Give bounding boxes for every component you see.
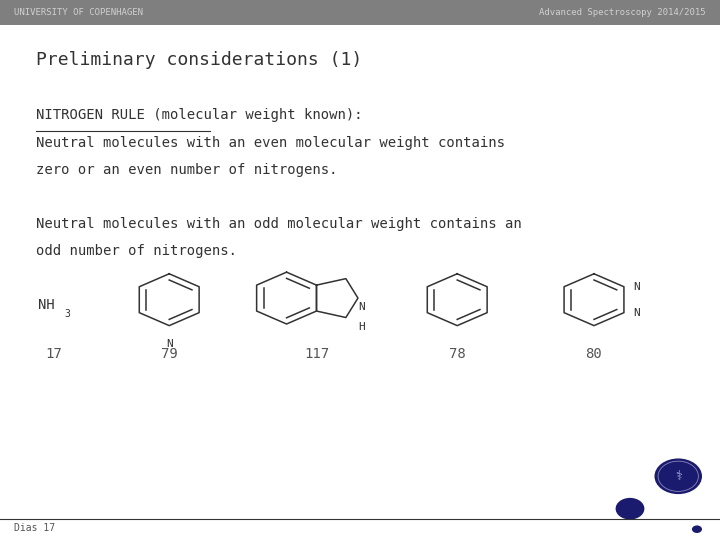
Text: N: N bbox=[634, 308, 640, 318]
Text: 117: 117 bbox=[305, 347, 329, 361]
Text: Neutral molecules with an odd molecular weight contains an: Neutral molecules with an odd molecular … bbox=[36, 217, 522, 231]
Text: Advanced Spectroscopy 2014/2015: Advanced Spectroscopy 2014/2015 bbox=[539, 8, 706, 17]
Text: ⚕: ⚕ bbox=[675, 470, 682, 483]
Text: NH: NH bbox=[38, 298, 55, 312]
Circle shape bbox=[692, 525, 702, 533]
Text: N: N bbox=[634, 282, 640, 292]
Text: 78: 78 bbox=[449, 347, 466, 361]
Text: NITROGEN RULE (molecular weight known):: NITROGEN RULE (molecular weight known): bbox=[36, 108, 363, 122]
Text: 80: 80 bbox=[585, 347, 603, 361]
Text: 3: 3 bbox=[64, 309, 70, 319]
Text: 17: 17 bbox=[45, 347, 63, 361]
Text: Dias 17: Dias 17 bbox=[14, 523, 55, 533]
Text: N: N bbox=[166, 339, 173, 349]
Text: Neutral molecules with an even molecular weight contains: Neutral molecules with an even molecular… bbox=[36, 136, 505, 150]
FancyBboxPatch shape bbox=[0, 0, 720, 25]
Text: UNIVERSITY OF COPENHAGEN: UNIVERSITY OF COPENHAGEN bbox=[14, 8, 143, 17]
Circle shape bbox=[616, 498, 644, 519]
Text: zero or an even number of nitrogens.: zero or an even number of nitrogens. bbox=[36, 163, 338, 177]
Text: odd number of nitrogens.: odd number of nitrogens. bbox=[36, 244, 237, 258]
Text: H: H bbox=[358, 322, 365, 333]
Text: 79: 79 bbox=[161, 347, 178, 361]
Text: N: N bbox=[358, 302, 365, 312]
Circle shape bbox=[654, 458, 702, 494]
Text: Preliminary considerations (1): Preliminary considerations (1) bbox=[36, 51, 362, 69]
